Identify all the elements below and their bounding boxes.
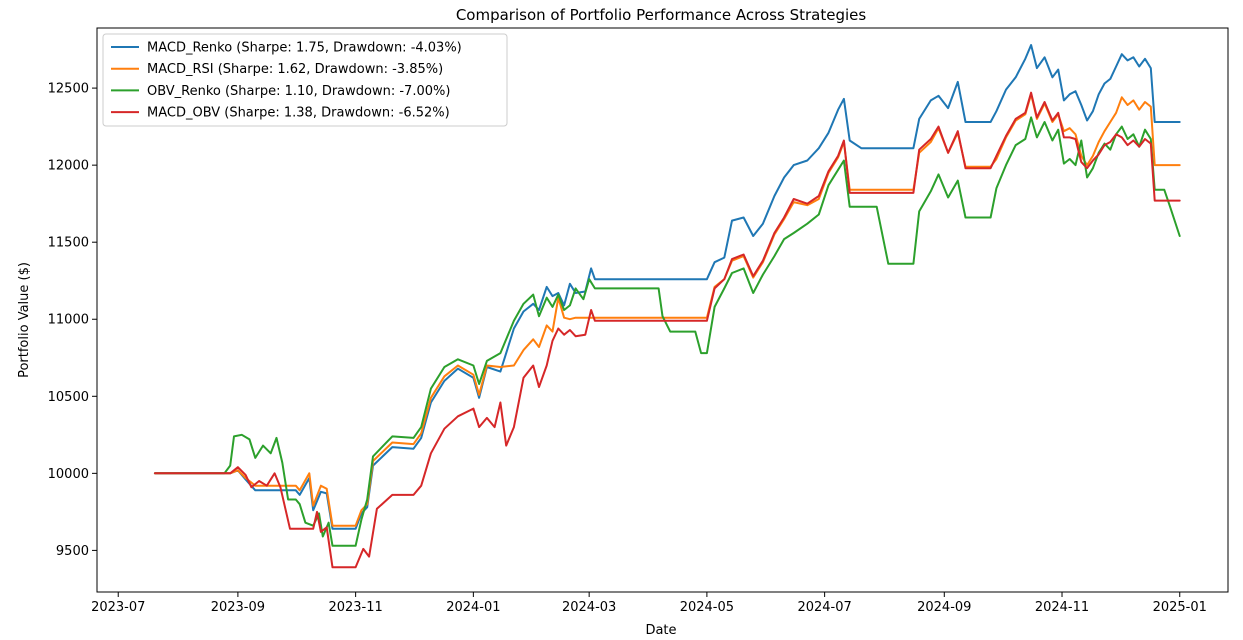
axis-ticks: 2023-07 2023-09 2023-11 2024-01 2024-03 2024-…: [48, 82, 1207, 615]
x-tick-label: 2024-07: [797, 600, 851, 615]
x-tick-label: 2024-05: [680, 600, 734, 615]
legend-entry-0: MACD_Renko (Sharpe: 1.75, Drawdown: -4.0…: [147, 41, 462, 56]
y-tick-label: 11500: [48, 236, 89, 251]
legend-box: [102, 33, 508, 127]
x-tick-label: 2024-09: [917, 600, 971, 615]
x-tick-label: 2024-03: [562, 600, 616, 615]
chart-title: Comparison of Portfolio Performance Acro…: [456, 6, 867, 24]
y-axis-label: Portfolio Value ($): [17, 262, 32, 378]
legend-entry-2: OBV_Renko (Sharpe: 1.10, Drawdown: -7.00…: [147, 84, 450, 99]
legend: MACD_Renko (Sharpe: 1.75, Drawdown: -4.0…: [102, 33, 508, 127]
y-tick-label: 12500: [48, 82, 89, 97]
x-tick-label: 2024-01: [446, 600, 500, 615]
x-tick-label: 2023-09: [211, 600, 265, 615]
y-tick-label: 12000: [48, 159, 89, 174]
axes-frame: [96, 27, 1229, 593]
x-tick-label: 2025-01: [1153, 600, 1207, 615]
y-tick-label: 9500: [56, 544, 89, 559]
x-tick-label: 2024-11: [1035, 600, 1089, 615]
legend-entry-3: MACD_OBV (Sharpe: 1.38, Drawdown: -6.52%…: [147, 106, 450, 121]
x-axis-label: Date: [645, 623, 676, 638]
series-line-3: [153, 91, 1181, 569]
legend-entry-1: MACD_RSI (Sharpe: 1.62, Drawdown: -3.85%…: [147, 62, 443, 77]
y-tick-label: 10500: [48, 390, 89, 405]
x-tick-label: 2023-07: [91, 600, 145, 615]
y-tick-label: 11000: [48, 313, 89, 328]
y-tick-label: 10000: [48, 467, 89, 482]
x-tick-label: 2023-11: [328, 600, 382, 615]
